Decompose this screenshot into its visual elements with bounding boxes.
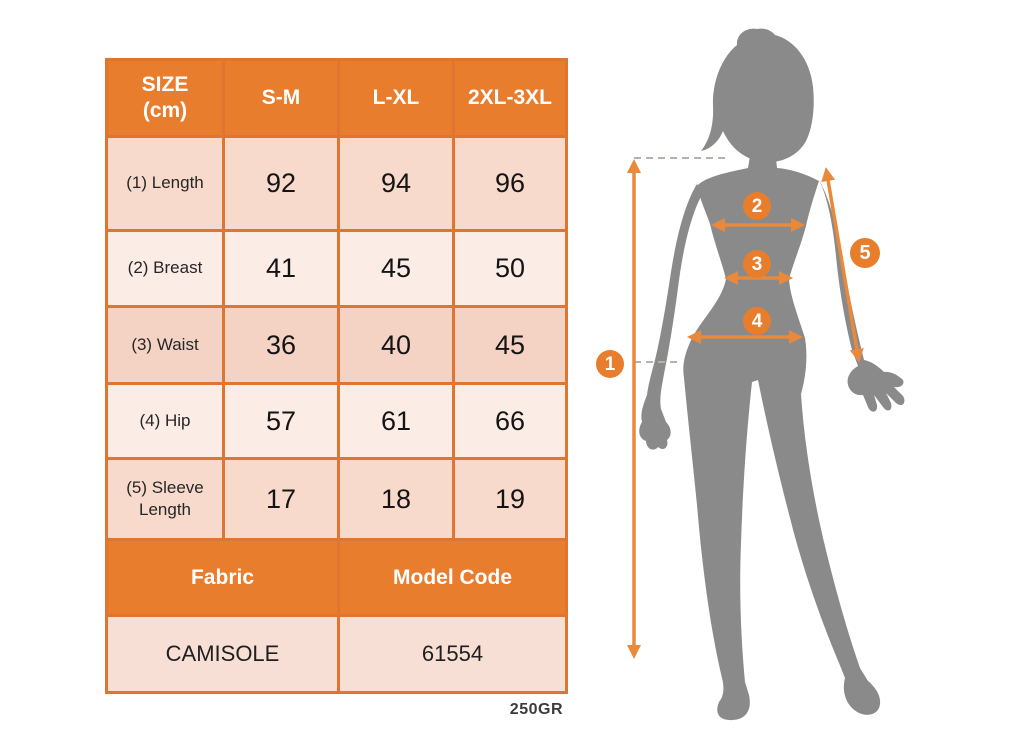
row-label-sleeve-length: (5) Sleeve Length xyxy=(105,457,225,541)
hip-s-m: 57 xyxy=(222,382,340,460)
hip-2xl-3xl: 66 xyxy=(452,382,568,460)
marker-5-sleeve: 5 xyxy=(850,238,880,268)
sleeve-2xl-3xl: 19 xyxy=(452,457,568,541)
table-row-length: (1) Length 92 94 96 xyxy=(105,135,568,232)
sleeve-measure-arrow xyxy=(821,167,864,363)
breast-s-m: 41 xyxy=(222,229,340,308)
breast-2xl-3xl: 50 xyxy=(452,229,568,308)
row-label-waist: (3) Waist xyxy=(105,305,225,385)
model-code-header: Model Code xyxy=(337,538,568,617)
marker-4-hip: 4 xyxy=(743,307,771,335)
table-row-breast: (2) Breast 41 45 50 xyxy=(105,229,568,308)
size-table: SIZE (cm) S-M L-XL 2XL-3XL (1) Length 92… xyxy=(105,58,568,694)
fabric-header: Fabric xyxy=(105,538,340,617)
marker-3-waist: 3 xyxy=(743,250,771,278)
row-label-hip: (4) Hip xyxy=(105,382,225,460)
length-s-m: 92 xyxy=(222,135,340,232)
model-code-value: 61554 xyxy=(337,614,568,694)
female-silhouette xyxy=(639,28,905,721)
sleeve-s-m: 17 xyxy=(222,457,340,541)
waist-s-m: 36 xyxy=(222,305,340,385)
waist-l-xl: 40 xyxy=(337,305,455,385)
col-header-l-xl: L-XL xyxy=(337,58,455,138)
table-row-waist: (3) Waist 36 40 45 xyxy=(105,305,568,385)
row-label-length: (1) Length xyxy=(105,135,225,232)
col-header-2xl-3xl: 2XL-3XL xyxy=(452,58,568,138)
sleeve-l-xl: 18 xyxy=(337,457,455,541)
marker-2-breast: 2 xyxy=(743,192,771,220)
size-header-line1: SIZE xyxy=(141,72,189,96)
table-row-sleeve-length: (5) Sleeve Length 17 18 19 xyxy=(105,457,568,541)
row-label-breast: (2) Breast xyxy=(105,229,225,308)
size-header-line2: (cm) xyxy=(142,99,188,122)
female-body-silhouette-icon xyxy=(627,28,905,721)
breast-l-xl: 45 xyxy=(337,229,455,308)
length-2xl-3xl: 96 xyxy=(452,135,568,232)
waist-2xl-3xl: 45 xyxy=(452,305,568,385)
hip-l-xl: 61 xyxy=(337,382,455,460)
col-header-s-m: S-M xyxy=(222,58,340,138)
size-unit-header: SIZE (cm) xyxy=(105,58,225,138)
length-l-xl: 94 xyxy=(337,135,455,232)
fabric-value: CAMISOLE xyxy=(105,614,340,694)
table-row-hip: (4) Hip 57 61 66 xyxy=(105,382,568,460)
marker-1-length: 1 xyxy=(596,350,624,378)
table-header-row: SIZE (cm) S-M L-XL 2XL-3XL xyxy=(105,58,568,138)
table-footer-value-row: CAMISOLE 61554 xyxy=(105,614,568,694)
weight-note: 250GR xyxy=(509,701,563,718)
table-footer-header-row: Fabric Model Code xyxy=(105,538,568,617)
